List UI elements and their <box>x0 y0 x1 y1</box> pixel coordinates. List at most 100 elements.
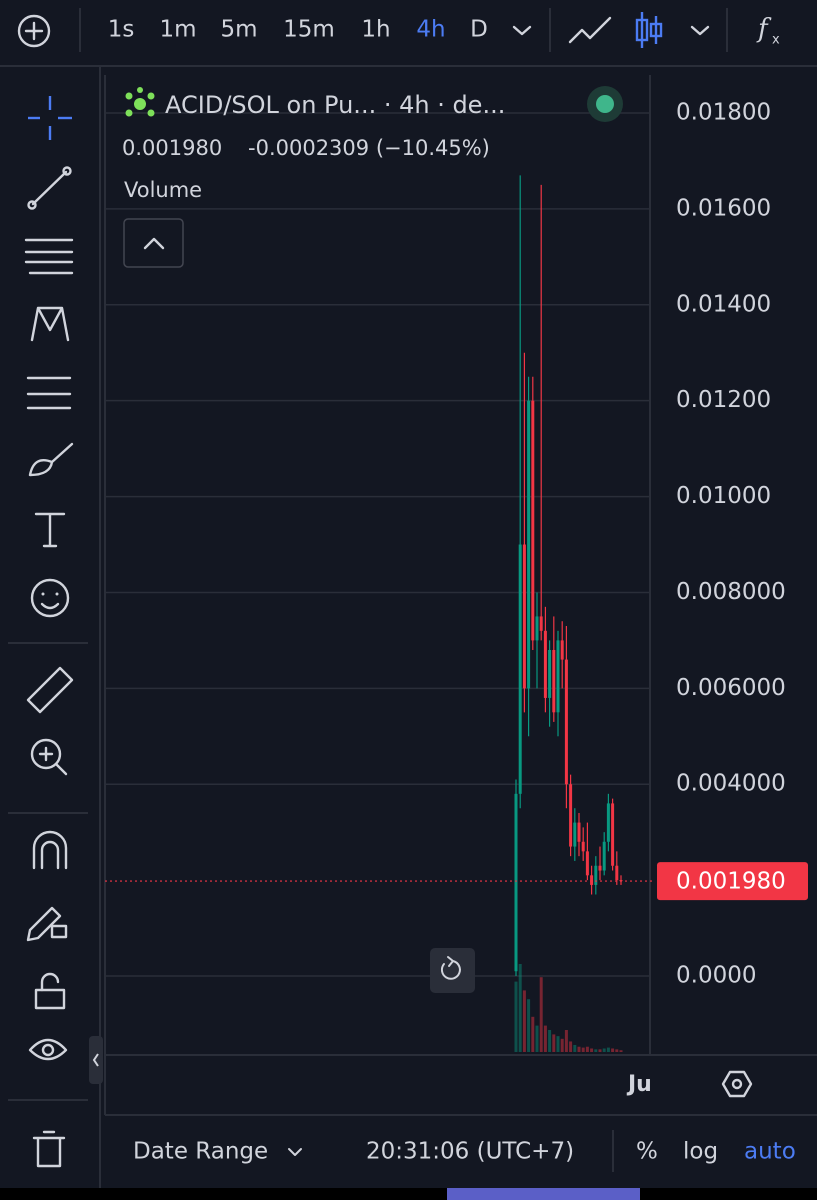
volume-bar <box>602 1048 606 1052</box>
candle-icon[interactable] <box>635 12 663 48</box>
volume-bar <box>606 1047 610 1052</box>
candle-body <box>543 630 547 698</box>
y-tick-label: 0.01800 <box>676 100 771 126</box>
interval-button[interactable]: 5m <box>220 17 257 43</box>
price-label-bg <box>657 862 808 901</box>
volume-bar <box>548 1030 552 1052</box>
candle-body <box>594 865 598 885</box>
lock-drawing-tool[interactable] <box>26 906 68 942</box>
fib-tool[interactable] <box>24 238 74 275</box>
magnet-tool[interactable] <box>32 830 68 870</box>
candle-body <box>560 640 564 660</box>
brush-tool[interactable] <box>28 442 74 477</box>
reset-chart[interactable] <box>430 948 475 993</box>
interval-button[interactable]: 4h <box>416 17 445 43</box>
date-range-button[interactable]: Date Range <box>133 1139 268 1165</box>
candle-body <box>535 616 539 641</box>
chart-type-menu[interactable] <box>690 25 710 36</box>
crosshair-tool[interactable] <box>28 96 72 140</box>
candle-body <box>556 640 560 713</box>
candle-body <box>522 544 526 689</box>
y-tick-label: 0.004000 <box>676 771 786 797</box>
volume-bar <box>611 1048 615 1052</box>
prediction-tool[interactable] <box>26 376 72 410</box>
trendline-tool[interactable] <box>27 166 72 210</box>
interval-button[interactable]: 1s <box>108 17 135 43</box>
top-toolbar <box>0 0 817 66</box>
candle-body <box>585 851 589 876</box>
emoji-tool[interactable] <box>30 578 70 618</box>
x-axis-label: Ju <box>626 1072 652 1097</box>
y-tick-label: 0.0000 <box>676 963 756 989</box>
zoom-tool[interactable] <box>30 738 68 776</box>
volume-bar <box>581 1047 585 1052</box>
volume-bar <box>531 1016 535 1052</box>
volume-bar <box>590 1048 594 1052</box>
visibility-tool[interactable] <box>28 1038 68 1061</box>
percent-toggle[interactable]: % <box>636 1139 658 1165</box>
y-tick-label: 0.01400 <box>676 291 771 317</box>
y-tick-label: 0.006000 <box>676 675 786 701</box>
legend-price: 0.001980 <box>122 136 222 160</box>
interval-button[interactable]: 15m <box>283 17 335 43</box>
delete-tool[interactable] <box>32 1130 66 1168</box>
y-tick-label: 0.008000 <box>676 579 786 605</box>
volume-bar <box>522 990 526 1052</box>
volume-bar <box>514 981 518 1052</box>
volume-bar <box>598 1049 602 1052</box>
home-bar <box>0 1188 817 1200</box>
candle-body <box>552 649 556 713</box>
interval-button[interactable]: D <box>470 17 488 43</box>
volume-bar <box>569 1041 573 1052</box>
candle-body <box>577 822 581 842</box>
interval-menu[interactable] <box>512 25 532 36</box>
candle-body <box>518 544 522 794</box>
candle-body <box>527 400 531 689</box>
settings-button[interactable] <box>721 1070 753 1098</box>
text-tool[interactable] <box>34 512 66 548</box>
y-tick-label: 0.01200 <box>676 387 771 413</box>
volume-bar <box>573 1044 577 1052</box>
candle-body <box>564 659 568 785</box>
candle-body <box>581 841 585 852</box>
volume-bar <box>535 1025 539 1052</box>
home-indicator <box>447 1188 640 1200</box>
candle-body <box>598 865 602 871</box>
interval-button[interactable]: 1m <box>159 17 196 43</box>
volume-bar <box>552 1034 556 1052</box>
candle-body <box>573 822 577 847</box>
pattern-tool[interactable] <box>30 306 70 342</box>
interval-button[interactable]: 1h <box>361 17 390 43</box>
y-tick-label: 0.01600 <box>676 195 771 221</box>
legend-title[interactable]: ACID/SOL on Pu... · 4h · de... <box>165 91 505 119</box>
status-indicator <box>596 95 614 113</box>
volume-bar <box>527 999 531 1052</box>
indicator-name[interactable]: Volume <box>124 178 202 202</box>
price-label: 0.001980 <box>676 869 786 895</box>
line-chart-icon[interactable] <box>568 16 612 44</box>
auto-toggle[interactable]: auto <box>744 1139 796 1165</box>
volume-bar <box>560 1038 564 1052</box>
volume-bar <box>615 1049 619 1052</box>
collapse-toolbar[interactable] <box>89 1036 103 1084</box>
collapse-legend[interactable] <box>123 218 184 268</box>
volume-bar <box>564 1030 568 1052</box>
volume-bar <box>594 1049 598 1052</box>
volume-bar <box>543 1025 547 1052</box>
ruler-tool[interactable] <box>26 666 74 714</box>
volume-bar <box>556 1036 560 1052</box>
symbol-icon <box>125 87 155 117</box>
volume-bar <box>518 964 522 1052</box>
indicators-icon[interactable]: x <box>772 33 780 48</box>
volume-bar <box>577 1046 581 1052</box>
lock-tool[interactable] <box>34 972 66 1010</box>
candle-body <box>569 784 573 847</box>
add-button[interactable] <box>17 14 51 48</box>
candle-body <box>539 616 543 631</box>
candle-body <box>611 803 615 866</box>
clock[interactable]: 20:31:06 (UTC+7) <box>366 1139 574 1165</box>
log-toggle[interactable]: log <box>683 1139 718 1165</box>
candle-body <box>531 400 535 641</box>
